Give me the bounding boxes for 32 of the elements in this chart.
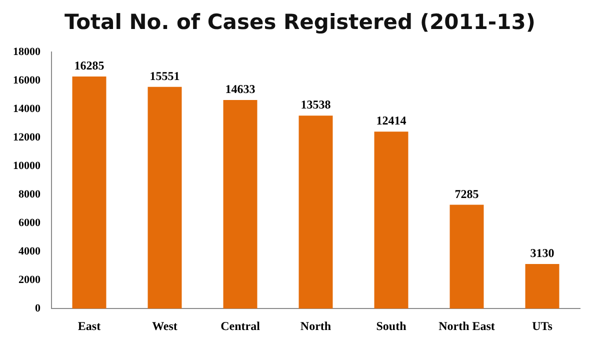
x-tick-label: UTs [532, 318, 553, 333]
y-tick-label: 2000 [18, 274, 41, 286]
x-tick-label: East [78, 318, 101, 333]
y-tick-label: 6000 [18, 216, 41, 229]
bar [525, 264, 560, 309]
y-tick-label: 0 [35, 302, 41, 314]
x-tick-label: South [376, 318, 407, 333]
chart-title: Total No. of Cases Registered (2011-13) [64, 10, 536, 36]
bar [450, 204, 484, 309]
bar [374, 132, 408, 309]
bar [223, 100, 258, 309]
y-tick-label: 4000 [18, 245, 41, 258]
y-tick-label: 10000 [13, 160, 41, 172]
y-tick-label: 14000 [13, 102, 41, 115]
y-tick-label: 12000 [13, 131, 41, 144]
data-label: 12414 [376, 114, 406, 128]
data-label: 3130 [530, 246, 554, 260]
data-label: 7285 [454, 186, 479, 201]
y-tick-label: 8000 [18, 188, 41, 200]
data-label: 15551 [150, 69, 180, 84]
x-tick-label: North [300, 318, 332, 333]
x-tick-label: Central [220, 318, 261, 333]
x-tick-label: North East [438, 318, 495, 333]
y-tick-label: 16000 [13, 74, 41, 86]
data-label: 16285 [74, 58, 104, 73]
data-label: 13538 [300, 98, 331, 112]
y-tick-label: 18000 [13, 46, 41, 58]
bar [298, 116, 333, 309]
bar [148, 86, 182, 309]
x-tick-label: West [152, 318, 178, 333]
data-label: 14633 [225, 82, 256, 96]
bar [72, 76, 106, 309]
